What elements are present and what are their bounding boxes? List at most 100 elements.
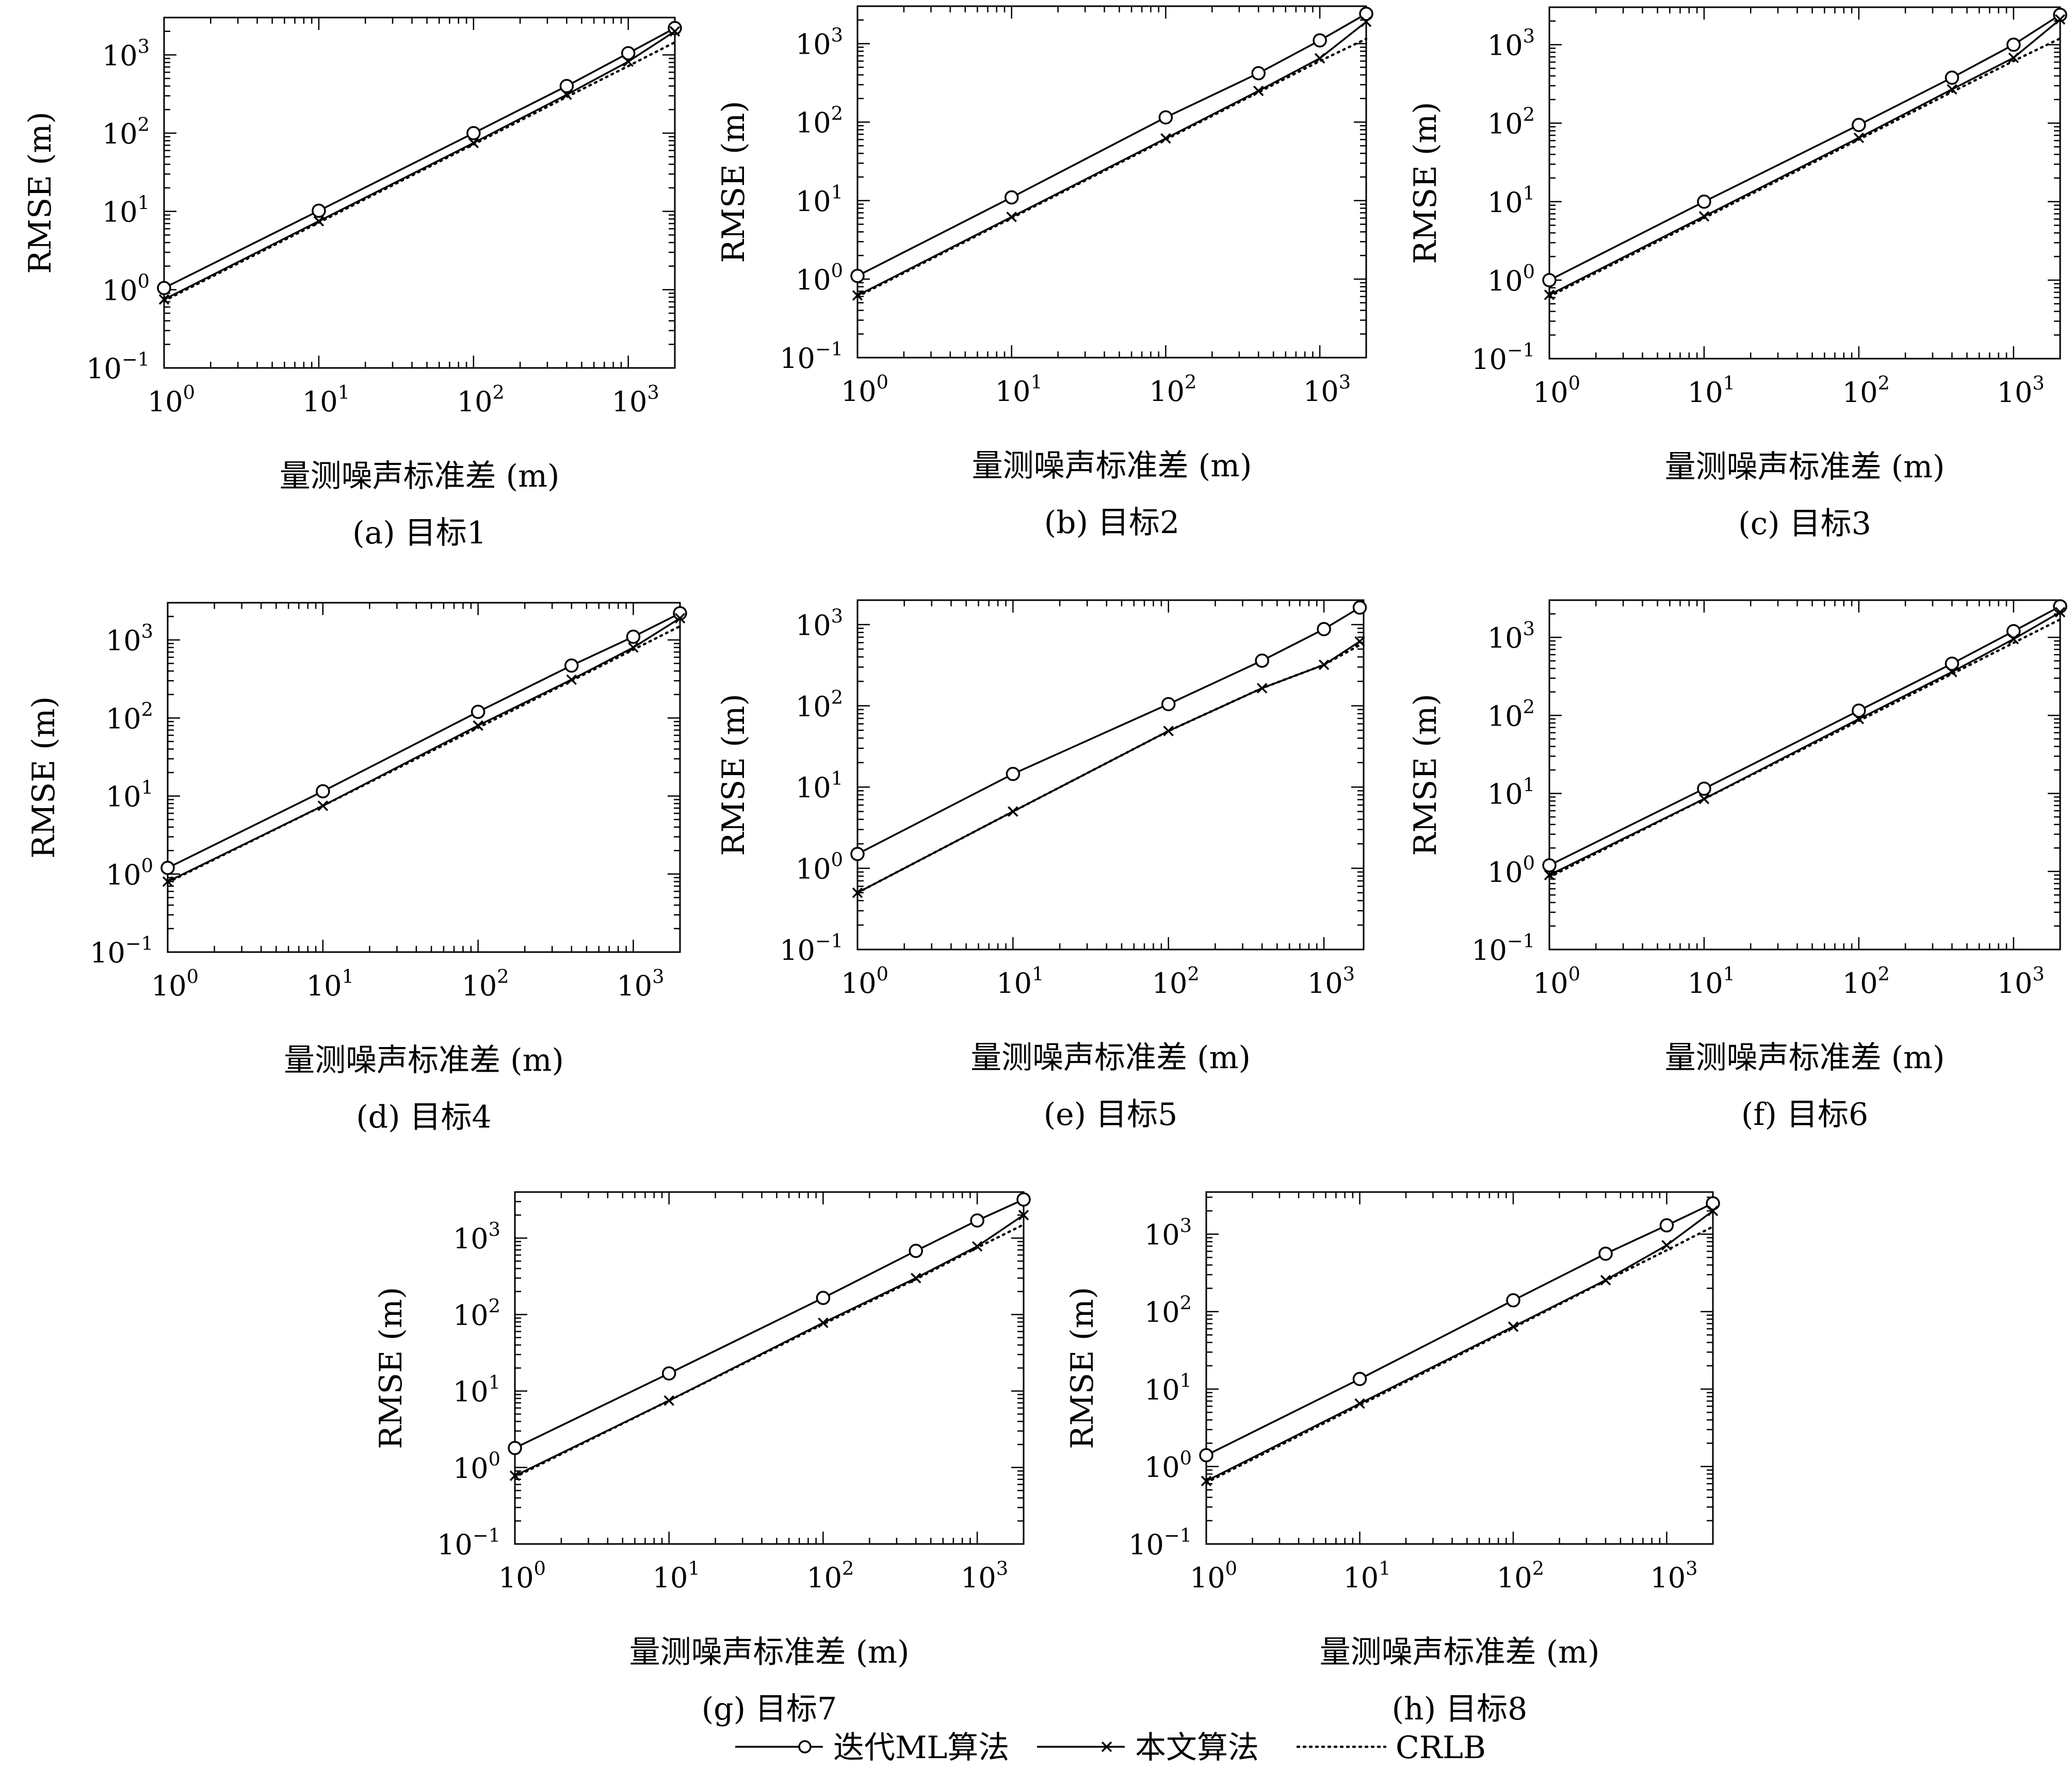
x-tick-label: 103 bbox=[617, 966, 664, 1002]
data-point-circle bbox=[559, 78, 574, 93]
legend-item: CRLB bbox=[1296, 1730, 1486, 1766]
x-tick-label: 101 bbox=[1688, 963, 1735, 1000]
x-tick-label: 103 bbox=[1997, 372, 2045, 409]
y-tick-label: 101 bbox=[796, 181, 843, 218]
y-axis-label: RMSE (m) bbox=[1064, 1287, 1100, 1449]
y-tick-label: 103 bbox=[796, 605, 843, 641]
y-tick-label: 10−1 bbox=[1471, 930, 1535, 967]
data-point-x bbox=[623, 56, 634, 67]
y-tick-label: 102 bbox=[796, 686, 843, 723]
data-point-circle bbox=[1161, 697, 1176, 712]
data-point-circle bbox=[1158, 110, 1173, 125]
plot-frame bbox=[167, 602, 681, 953]
y-tick-label: 102 bbox=[106, 698, 153, 735]
series-iterative-ml bbox=[160, 606, 687, 875]
x-tick-label: 100 bbox=[1533, 372, 1580, 409]
series-crlb bbox=[166, 625, 682, 884]
legend-label: 本文算法 bbox=[1135, 1730, 1259, 1766]
y-tick-label: 103 bbox=[1144, 1215, 1192, 1251]
data-point-circle bbox=[1255, 653, 1269, 668]
series-crlb bbox=[856, 643, 1361, 894]
series-iterative-ml bbox=[1542, 7, 2067, 287]
y-axis-label: RMSE (m) bbox=[373, 1287, 409, 1449]
data-point-x bbox=[628, 642, 639, 653]
series-line bbox=[1549, 611, 2061, 876]
series-iterative-ml bbox=[508, 1192, 1031, 1455]
x-axis-label: 量测噪声标准差 (m) bbox=[284, 1042, 564, 1079]
data-point-x bbox=[2054, 14, 2066, 25]
data-point-circle bbox=[621, 46, 636, 60]
plot-frame bbox=[856, 5, 1367, 359]
series-line bbox=[1549, 19, 2061, 296]
x-tick-label: 100 bbox=[148, 381, 195, 418]
data-point-circle bbox=[1697, 781, 1711, 796]
series-proposed bbox=[1544, 14, 2066, 300]
x-tick-label: 101 bbox=[996, 963, 1044, 1000]
x-tick-label: 102 bbox=[806, 1557, 854, 1594]
data-point-x bbox=[158, 294, 170, 305]
x-tick-label: 100 bbox=[1533, 963, 1580, 1000]
series-line bbox=[166, 625, 682, 884]
x-axis-label: 量测噪声标准差 (m) bbox=[1320, 1634, 1600, 1670]
data-point-x bbox=[473, 720, 483, 731]
legend-marker-x bbox=[1101, 1741, 1112, 1752]
series-proposed bbox=[1201, 1205, 1719, 1487]
data-point-circle bbox=[316, 784, 330, 799]
x-tick-label: 101 bbox=[306, 966, 354, 1002]
data-point-circle bbox=[2006, 624, 2021, 638]
data-point-circle bbox=[466, 126, 481, 140]
y-tick-label: 103 bbox=[106, 620, 153, 657]
data-point-x bbox=[1947, 84, 1957, 95]
data-point-x bbox=[674, 613, 686, 624]
legend: 迭代ML算法 本文算法 CRLB bbox=[735, 1730, 1486, 1766]
y-tick-label: 100 bbox=[1144, 1447, 1192, 1484]
series-line bbox=[857, 21, 1367, 297]
y-tick-label: 101 bbox=[106, 777, 153, 813]
y-tick-label: 100 bbox=[453, 1448, 500, 1485]
y-tick-label: 100 bbox=[796, 260, 843, 296]
series-iterative-ml bbox=[850, 600, 1367, 861]
data-point-circle bbox=[1506, 1293, 1520, 1308]
y-tick-label: 103 bbox=[1487, 618, 1535, 654]
plot-frame bbox=[856, 599, 1365, 951]
y-tick-label: 100 bbox=[796, 849, 843, 886]
x-tick-label: 102 bbox=[457, 381, 505, 418]
data-point-circle bbox=[471, 704, 485, 719]
data-point-circle bbox=[1945, 70, 1960, 85]
subplot-caption: (e) 目标5 bbox=[1044, 1097, 1178, 1133]
data-point-x bbox=[1707, 1205, 1719, 1216]
series-crlb bbox=[513, 1223, 1025, 1478]
subplot-caption: (b) 目标2 bbox=[1044, 505, 1179, 541]
data-point-circle bbox=[1199, 1448, 1213, 1462]
legend-item: 迭代ML算法 bbox=[735, 1730, 1009, 1766]
data-point-circle bbox=[850, 847, 865, 861]
series-crlb bbox=[856, 38, 1368, 298]
data-point-circle bbox=[1251, 66, 1266, 81]
series-iterative-ml bbox=[157, 21, 682, 295]
x-tick-label: 103 bbox=[1650, 1557, 1697, 1594]
data-point-x bbox=[1163, 726, 1174, 736]
data-point-circle bbox=[1006, 767, 1021, 781]
y-tick-label: 10−1 bbox=[1128, 1524, 1192, 1561]
data-point-circle bbox=[2006, 37, 2021, 52]
x-axis-label: 量测噪声标准差 (m) bbox=[629, 1634, 910, 1670]
series-line bbox=[514, 1198, 1024, 1449]
series-line bbox=[1206, 1210, 1714, 1482]
series-line bbox=[1206, 1202, 1713, 1456]
y-tick-label: 100 bbox=[106, 855, 153, 891]
data-point-circle bbox=[1852, 118, 1866, 132]
y-tick-label: 10−1 bbox=[86, 348, 150, 385]
data-point-x bbox=[1853, 714, 1865, 725]
data-point-circle bbox=[661, 1366, 676, 1381]
plot-frame bbox=[1548, 599, 2061, 951]
data-point-circle bbox=[1697, 195, 1711, 209]
series-line bbox=[1205, 1225, 1714, 1484]
subplot-caption: (c) 目标3 bbox=[1738, 506, 1871, 542]
series-line bbox=[1548, 37, 2062, 298]
x-tick-label: 103 bbox=[1307, 963, 1355, 1000]
